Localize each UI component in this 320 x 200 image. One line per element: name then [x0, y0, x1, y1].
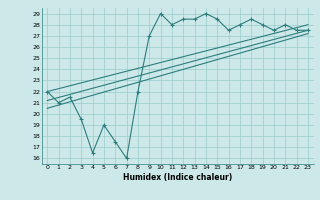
- X-axis label: Humidex (Indice chaleur): Humidex (Indice chaleur): [123, 173, 232, 182]
